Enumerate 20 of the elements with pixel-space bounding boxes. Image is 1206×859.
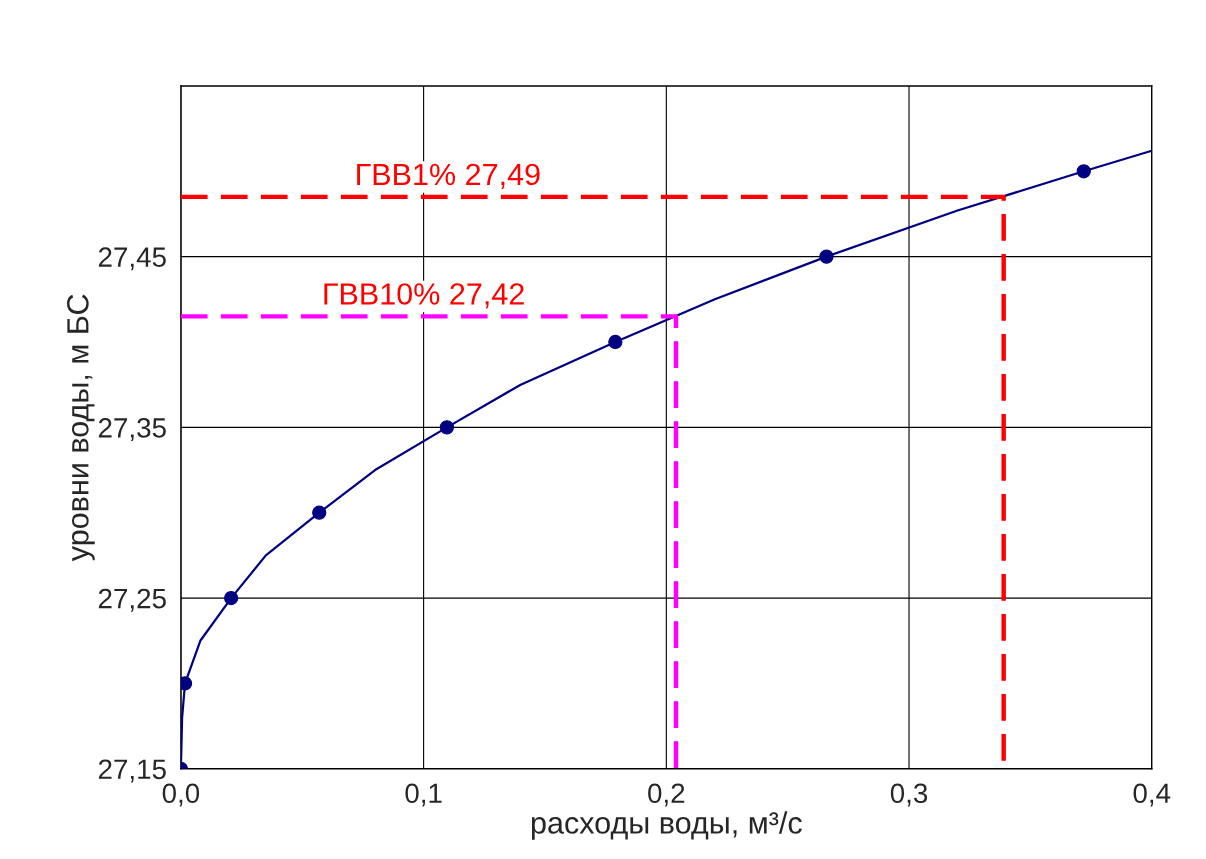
point xyxy=(180,676,193,691)
x-tick-label: 0,4 xyxy=(1133,783,1171,807)
point xyxy=(224,590,239,606)
y-tick-label: 27,35 xyxy=(98,418,166,441)
x-axis-title: расходы воды, м³/с xyxy=(531,811,802,840)
x-tick-label: 0,2 xyxy=(648,783,685,807)
x-tick-label: 0,3 xyxy=(890,783,928,807)
annotation: ГВВ10% 27,42 xyxy=(324,283,524,309)
y-tick-label: 27,25 xyxy=(98,588,166,612)
x-tick-label: 0,1 xyxy=(405,783,442,807)
point xyxy=(819,249,834,264)
y-axis-title: уровни воды, м БС xyxy=(67,294,95,562)
annotation: ГВВ1% 27,49 xyxy=(357,163,540,189)
point xyxy=(439,420,455,435)
y-tick-label: 27,15 xyxy=(98,759,166,783)
y-tick-label: 27,45 xyxy=(98,247,166,271)
point xyxy=(312,505,327,520)
x-tick-label: 0,0 xyxy=(162,783,200,807)
point xyxy=(1076,164,1091,179)
point xyxy=(608,334,623,350)
